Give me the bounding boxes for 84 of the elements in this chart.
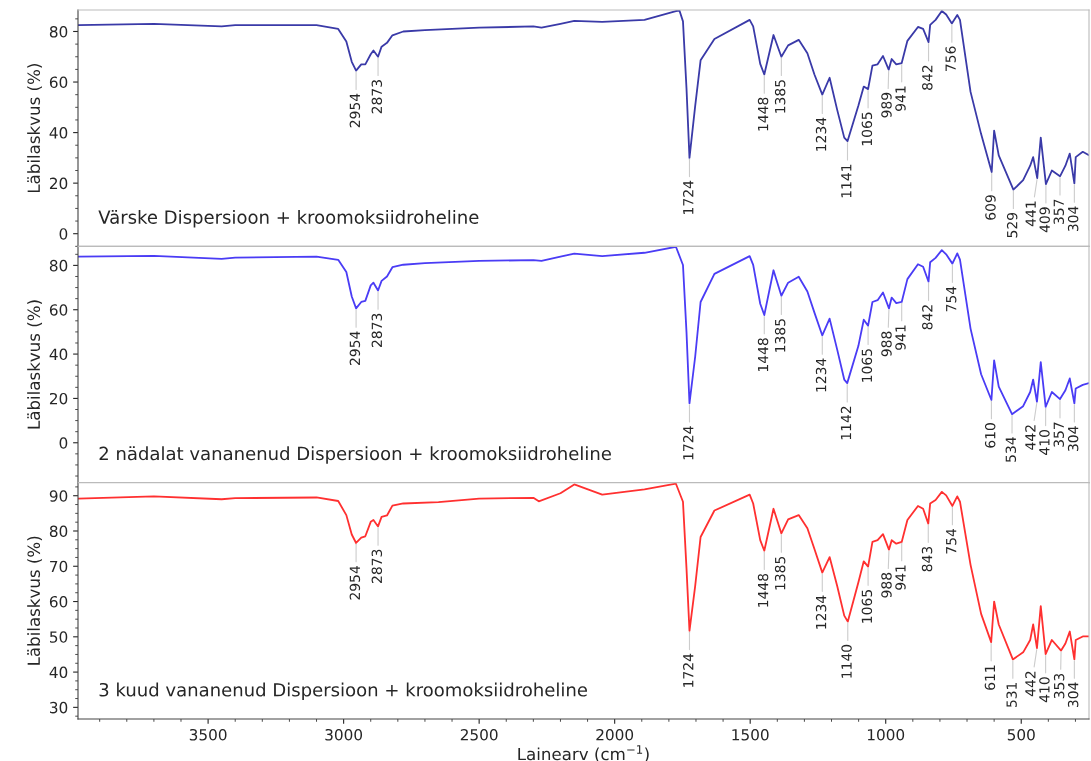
annotation: 441 xyxy=(1025,201,1036,227)
annotation: 1065 xyxy=(861,590,873,623)
x-tick-label: 500 xyxy=(1007,728,1035,741)
annotation: 988 xyxy=(881,572,892,598)
annotation: 842 xyxy=(922,305,933,330)
annotation: 534 xyxy=(1005,437,1017,462)
x-tick-label: 2000 xyxy=(596,728,634,741)
y-tick-label: 40 xyxy=(49,348,68,361)
y-tick-label: 0 xyxy=(59,437,68,449)
y-tick-label: 30 xyxy=(50,701,68,714)
annotation: 357 xyxy=(1053,422,1065,447)
annotation: 1724 xyxy=(683,180,694,214)
annotation: 842 xyxy=(922,65,933,90)
y-axis-title: Läbilaskvus (%) xyxy=(27,536,43,665)
y-tick-label: 40 xyxy=(49,666,68,679)
y-tick-label: 80 xyxy=(49,25,68,38)
y-tick-label: 60 xyxy=(49,304,68,316)
text: Värske Dispersioon + kroomoksiidroheline xyxy=(98,209,479,228)
y-axis-title: Läbilaskvus (%) xyxy=(27,300,43,429)
annotation: 1140 xyxy=(841,644,852,678)
annotation: 610 xyxy=(984,423,996,448)
annotation: 754 xyxy=(946,528,957,554)
annotation: 1234 xyxy=(815,358,827,392)
annotation: 1385 xyxy=(774,80,786,113)
annotation: 1142 xyxy=(840,406,852,440)
x-tick-label: 1500 xyxy=(732,728,769,741)
y-tick-label: 60 xyxy=(49,596,68,608)
annotation: 357 xyxy=(1053,199,1065,224)
annotation: 1724 xyxy=(683,426,694,460)
annotation: 2873 xyxy=(371,549,383,583)
annotation: 1385 xyxy=(774,556,786,590)
annotation: 1141 xyxy=(841,164,852,198)
annotation: 1234 xyxy=(815,595,827,629)
annotation: 611 xyxy=(984,665,996,690)
y-tick-label: 80 xyxy=(49,525,68,538)
y-tick-label: 20 xyxy=(49,392,68,405)
text: 3 kuud vananenud Dispersioon + kroomoksiidroheline xyxy=(99,682,588,701)
annotation: 304 xyxy=(1067,426,1079,451)
annotation: 1448 xyxy=(757,573,769,607)
annotation: 989 xyxy=(881,92,892,118)
annotation: 2954 xyxy=(349,93,361,128)
y-tick-label: 40 xyxy=(49,127,68,139)
text: 2 nädalat vananenud Dispersioon + kroomoksiidroheline xyxy=(99,446,611,464)
annotation: 941 xyxy=(895,86,906,111)
annotation: 988 xyxy=(881,331,892,357)
annotation: 754 xyxy=(946,286,957,312)
annotation: 2873 xyxy=(371,80,383,114)
annotation: 1724 xyxy=(683,653,694,687)
annotation: 609 xyxy=(985,195,996,220)
annotation: 1234 xyxy=(815,117,827,151)
annotation: 410 xyxy=(1039,429,1050,455)
x-tick-label: 2500 xyxy=(460,728,498,741)
annotation: 2954 xyxy=(349,565,361,600)
annotation: 529 xyxy=(1006,212,1018,238)
annotation: 442 xyxy=(1025,671,1036,697)
annotation: 1448 xyxy=(757,97,769,131)
y-tick-label: 20 xyxy=(49,177,68,190)
x-tick-label: 1000 xyxy=(867,728,905,741)
y-tick-label: 0 xyxy=(59,228,68,240)
annotation: 843 xyxy=(921,546,933,572)
y-tick-label: 60 xyxy=(49,76,68,89)
annotation: 941 xyxy=(895,325,906,350)
annotation: 304 xyxy=(1067,682,1079,708)
annotation: 353 xyxy=(1053,673,1065,699)
annotation: 1385 xyxy=(774,319,786,352)
x-tick-label: 3000 xyxy=(325,728,363,741)
y-tick-label: 70 xyxy=(50,560,68,573)
y-tick-label: 50 xyxy=(50,631,68,643)
y-tick-label: 80 xyxy=(49,259,68,272)
annotation: 1448 xyxy=(757,338,769,372)
annotation: 1065 xyxy=(861,112,873,146)
annotation: 304 xyxy=(1067,206,1079,232)
annotation: 756 xyxy=(945,46,956,71)
annotation: 531 xyxy=(1006,682,1017,708)
annotation: 941 xyxy=(895,565,906,590)
annotation: 442 xyxy=(1025,425,1036,450)
annotation: 409 xyxy=(1039,207,1050,233)
y-axis-title: Läbilaskvus (%) xyxy=(27,64,43,193)
x-tick-label: 3500 xyxy=(189,728,227,741)
annotation: 2954 xyxy=(349,331,361,365)
annotation: 1065 xyxy=(861,349,873,382)
annotation: 2873 xyxy=(371,313,383,347)
annotation: 410 xyxy=(1039,677,1050,703)
y-tick-label: 90 xyxy=(49,490,68,502)
